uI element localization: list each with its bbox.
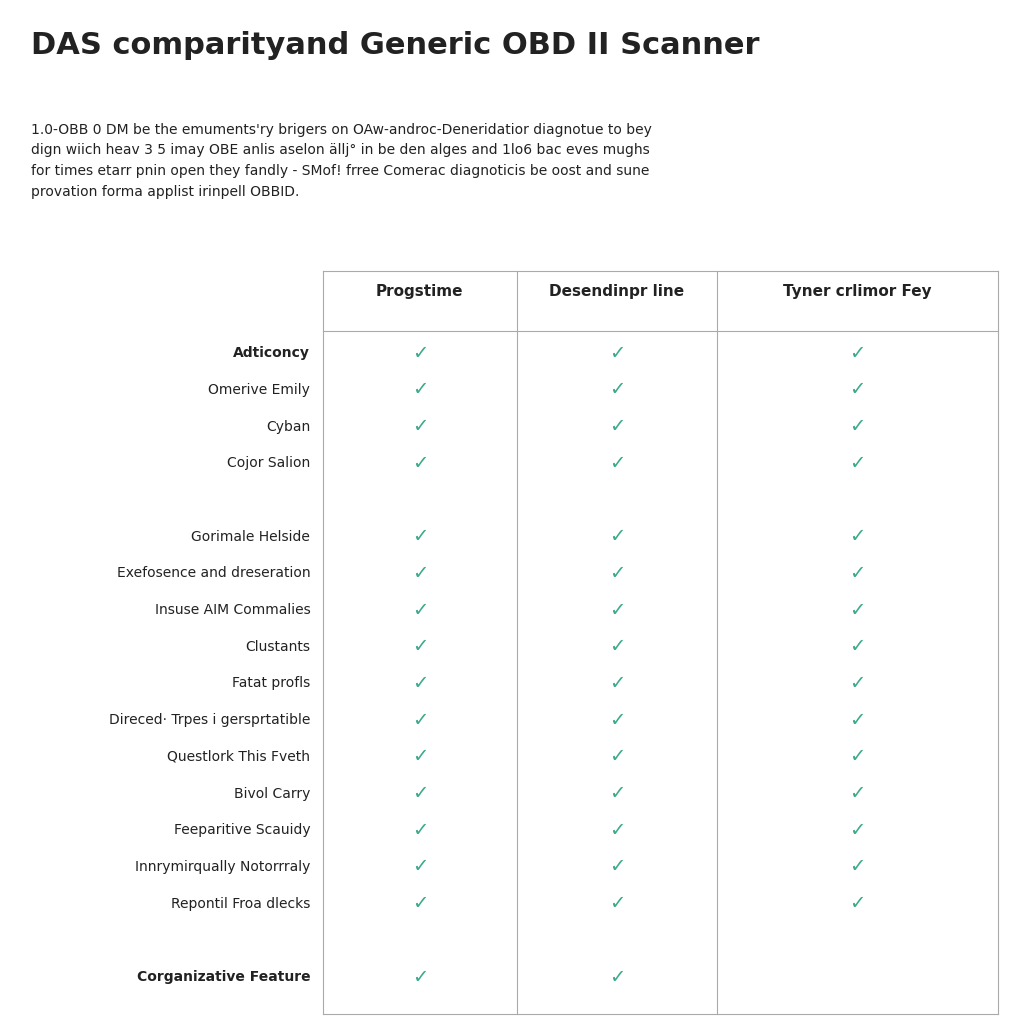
Text: ✓: ✓ bbox=[412, 344, 428, 362]
Text: ✓: ✓ bbox=[412, 417, 428, 436]
Text: ✓: ✓ bbox=[412, 711, 428, 730]
Text: ✓: ✓ bbox=[412, 637, 428, 656]
Text: Corganizative Feature: Corganizative Feature bbox=[136, 970, 310, 984]
Text: ✓: ✓ bbox=[850, 637, 865, 656]
Text: ✓: ✓ bbox=[412, 564, 428, 583]
Text: Insuse AIM Commalies: Insuse AIM Commalies bbox=[155, 603, 310, 617]
Text: ✓: ✓ bbox=[850, 784, 865, 803]
Text: ✓: ✓ bbox=[412, 527, 428, 546]
Text: Clustants: Clustants bbox=[246, 640, 310, 653]
Text: ✓: ✓ bbox=[609, 564, 625, 583]
Text: 1.0-OBB 0 DM be the emuments'ry brigers on OAw-androc-Deneridatior diagnotue to : 1.0-OBB 0 DM be the emuments'ry brigers … bbox=[31, 123, 651, 199]
Text: ✓: ✓ bbox=[609, 821, 625, 840]
Text: Adticoncy: Adticoncy bbox=[233, 346, 310, 360]
Text: ✓: ✓ bbox=[850, 674, 865, 693]
Text: Innrymirqually Notorrraly: Innrymirqually Notorrraly bbox=[135, 860, 310, 873]
Text: Omerive Emily: Omerive Emily bbox=[209, 383, 310, 397]
Text: Progstime: Progstime bbox=[376, 284, 464, 299]
Text: ✓: ✓ bbox=[609, 601, 625, 620]
Text: ✓: ✓ bbox=[609, 894, 625, 913]
Text: ✓: ✓ bbox=[609, 968, 625, 986]
Text: ✓: ✓ bbox=[412, 784, 428, 803]
Text: Gorimale Helside: Gorimale Helside bbox=[191, 529, 310, 544]
Text: Questlork This Fveth: Questlork This Fveth bbox=[167, 750, 310, 764]
Text: ✓: ✓ bbox=[850, 821, 865, 840]
Text: ✓: ✓ bbox=[412, 380, 428, 399]
Text: ✓: ✓ bbox=[609, 454, 625, 473]
Text: ✓: ✓ bbox=[412, 748, 428, 766]
Text: Repontil Froa dlecks: Repontil Froa dlecks bbox=[171, 897, 310, 910]
Text: ✓: ✓ bbox=[609, 380, 625, 399]
Text: ✓: ✓ bbox=[850, 417, 865, 436]
Text: ✓: ✓ bbox=[609, 344, 625, 362]
Text: Cojor Salion: Cojor Salion bbox=[227, 457, 310, 470]
Text: ✓: ✓ bbox=[850, 564, 865, 583]
Text: Fatat profls: Fatat profls bbox=[232, 677, 310, 690]
Text: ✓: ✓ bbox=[850, 454, 865, 473]
Text: ✓: ✓ bbox=[609, 527, 625, 546]
Text: ✓: ✓ bbox=[609, 674, 625, 693]
Text: ✓: ✓ bbox=[412, 454, 428, 473]
Text: ✓: ✓ bbox=[412, 821, 428, 840]
Text: ✓: ✓ bbox=[850, 344, 865, 362]
Text: ✓: ✓ bbox=[609, 711, 625, 730]
Text: ✓: ✓ bbox=[609, 637, 625, 656]
Text: ✓: ✓ bbox=[850, 527, 865, 546]
Text: ✓: ✓ bbox=[609, 748, 625, 766]
Text: ✓: ✓ bbox=[850, 748, 865, 766]
Text: ✓: ✓ bbox=[850, 601, 865, 620]
Text: Tyner crlimor Fey: Tyner crlimor Fey bbox=[783, 284, 932, 299]
Text: ✓: ✓ bbox=[412, 968, 428, 986]
Text: ✓: ✓ bbox=[412, 894, 428, 913]
Text: ✓: ✓ bbox=[850, 894, 865, 913]
Text: Feeparitive Scauidy: Feeparitive Scauidy bbox=[174, 823, 310, 838]
Text: ✓: ✓ bbox=[609, 857, 625, 877]
Text: ✓: ✓ bbox=[850, 857, 865, 877]
Text: Cyban: Cyban bbox=[266, 420, 310, 433]
Text: Direced· Trpes i gersprtatible: Direced· Trpes i gersprtatible bbox=[109, 713, 310, 727]
Text: Bivol Carry: Bivol Carry bbox=[233, 786, 310, 801]
Text: ✓: ✓ bbox=[412, 857, 428, 877]
Text: ✓: ✓ bbox=[609, 417, 625, 436]
Text: Desendinpr line: Desendinpr line bbox=[550, 284, 684, 299]
Text: ✓: ✓ bbox=[850, 380, 865, 399]
Text: ✓: ✓ bbox=[850, 711, 865, 730]
Text: ✓: ✓ bbox=[609, 784, 625, 803]
Text: DAS comparityand Generic OBD II Scanner: DAS comparityand Generic OBD II Scanner bbox=[31, 31, 759, 59]
Text: ✓: ✓ bbox=[412, 601, 428, 620]
Text: Exefosence and dreseration: Exefosence and dreseration bbox=[117, 566, 310, 581]
Text: ✓: ✓ bbox=[412, 674, 428, 693]
